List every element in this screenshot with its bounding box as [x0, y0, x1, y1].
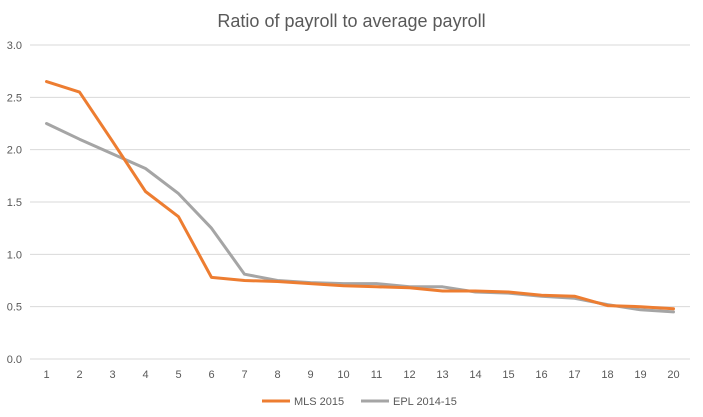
- y-tick-label: 1.0: [7, 249, 22, 261]
- legend: MLS 2015 EPL 2014-15: [262, 396, 457, 408]
- x-tick-label: 7: [241, 369, 247, 381]
- x-tick-label: 2: [76, 369, 82, 381]
- x-tick-label: 16: [535, 369, 547, 381]
- y-tick-label: 2.0: [7, 145, 22, 157]
- x-tick-label: 15: [502, 369, 514, 381]
- x-tick-label: 8: [274, 369, 280, 381]
- y-tick-label: 2.5: [7, 92, 22, 104]
- series-line-epl-2014-15: [45, 122, 675, 314]
- y-tick-label: 3.0: [7, 40, 22, 52]
- x-tick-label: 17: [568, 369, 580, 381]
- x-tick-label: 4: [142, 369, 148, 381]
- chart-title: Ratio of payroll to average payroll: [217, 11, 485, 31]
- y-tick-label: 0.5: [7, 302, 22, 314]
- x-tick-label: 5: [175, 369, 181, 381]
- x-tick-label: 10: [337, 369, 349, 381]
- series-lines: [45, 80, 675, 314]
- legend-label: EPL 2014-15: [393, 396, 457, 408]
- series-line-mls-2015: [45, 80, 675, 311]
- x-tick-label: 19: [634, 369, 646, 381]
- y-tick-label: 1.5: [7, 197, 22, 209]
- x-tick-label: 12: [403, 369, 415, 381]
- x-tick-label: 13: [436, 369, 448, 381]
- gridlines: [30, 44, 690, 360]
- y-axis-ticks: 0.0 0.5 1.0 1.5 2.0 2.5 3.0: [7, 40, 22, 366]
- x-tick-label: 9: [307, 369, 313, 381]
- legend-label: MLS 2015: [294, 396, 344, 408]
- x-tick-label: 11: [371, 369, 382, 381]
- x-tick-label: 3: [109, 369, 115, 381]
- x-tick-label: 14: [469, 369, 481, 381]
- y-tick-label: 0.0: [7, 354, 22, 366]
- x-axis-ticks: 1 2 3 4 5 6 7 8 9 10 11 12 13 14 15 16 17 18 19 20: [43, 369, 679, 381]
- x-tick-label: 6: [208, 369, 214, 381]
- x-tick-label: 20: [667, 369, 679, 381]
- x-tick-label: 1: [43, 369, 49, 381]
- x-tick-label: 18: [601, 369, 613, 381]
